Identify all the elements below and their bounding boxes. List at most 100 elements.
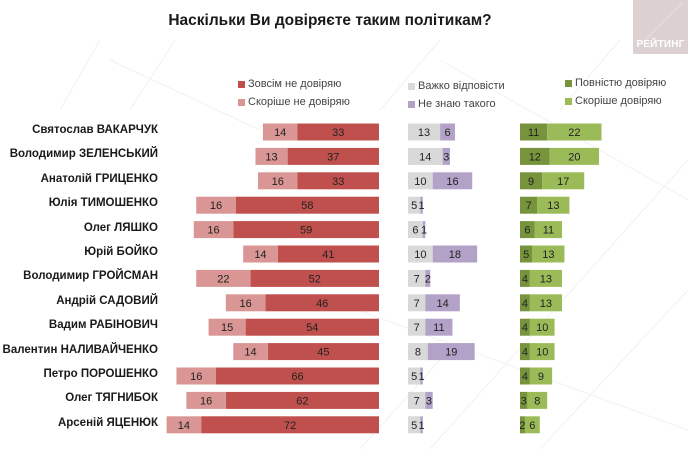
legend-swatch [408,82,415,90]
bar-unsure-0 [408,343,428,361]
bar-distrust-1 [186,391,226,409]
data-label: 66 [291,371,303,383]
legend-item-hard-to-say: Важко відповісти [408,80,505,92]
bar-trust-0 [520,196,538,214]
data-label: 11 [543,225,554,237]
bar-distrust-0 [265,294,379,312]
data-label: 10 [536,347,548,359]
data-label: 5 [411,420,417,432]
legend-label: Повністю довіряю [575,77,667,89]
bar-unsure-0 [408,269,426,287]
bar-unsure-0 [408,416,421,434]
bar-trust-1 [532,245,565,263]
legend-swatch [408,100,415,108]
bar-trust-1 [529,343,555,361]
bar-distrust-1 [166,416,202,434]
bar-distrust-0 [201,416,379,434]
data-label: 10 [414,249,426,261]
bar-unsure-1 [425,294,460,312]
bar-unsure-0 [408,123,441,141]
bar-trust-0 [520,416,525,434]
data-label: 16 [200,395,212,407]
bar-unsure-0 [408,391,426,409]
bar-distrust-1 [255,147,288,165]
data-label: 13 [418,127,430,139]
bar-unsure-0 [408,221,423,239]
data-label: 7 [414,298,420,310]
bar-distrust-0 [277,245,379,263]
data-label: 20 [568,151,580,163]
bar-distrust-1 [243,245,278,263]
data-label: 12 [529,151,541,163]
data-label: 6 [529,420,535,432]
data-label: 59 [300,225,312,237]
data-label: 5 [411,200,417,212]
bar-distrust-0 [297,123,379,141]
politician-name: Володимир ЗЕЛЕНСЬКИЙ [9,148,158,161]
politician-name: Юлія ТИМОШЕНКО [48,197,158,210]
bar-trust-0 [520,343,530,361]
data-label: 9 [538,371,544,383]
bar-unsure-0 [408,147,443,165]
data-label: 13 [540,298,552,310]
bar-trust-1 [529,269,562,287]
legend-label: Зовсім не довіряю [248,78,342,90]
legend-item-strongly-distrust: Зовсім не довіряю [238,78,341,90]
data-label: 3 [521,395,527,407]
data-label: 14 [274,127,286,139]
data-label: 62 [296,395,308,407]
data-label: 46 [316,298,328,310]
data-label: 7 [526,200,532,212]
bar-trust-1 [547,123,602,141]
legend-item-dont-know: Не знаю такого [408,98,496,110]
data-label: 18 [449,249,461,261]
bar-trust-1 [537,196,570,214]
data-label: 16 [207,225,219,237]
politician-name: Валентин НАЛИВАЙЧЕНКО [2,343,158,356]
data-label: 4 [522,322,528,334]
data-label: 11 [528,127,539,139]
bar-distrust-1 [262,123,298,141]
data-label: 6 [412,225,418,237]
bar-trust-0 [520,147,550,165]
politician-name: Вадим РАБІНОВИЧ [48,319,158,332]
bar-unsure-1 [432,245,478,263]
bar-distrust-0 [250,269,379,287]
bar-unsure-0 [408,196,421,214]
bar-trust-1 [527,391,548,409]
data-label: 6 [444,127,450,139]
data-label: 19 [445,347,457,359]
bar-unsure-1 [422,221,426,239]
bar-distrust-1 [225,294,266,312]
data-label: 16 [272,176,284,188]
data-label: 10 [536,322,548,334]
legend-swatch [565,97,572,105]
data-label: 13 [265,151,277,163]
bar-unsure-1 [425,269,431,287]
logo-text: РЕЙТИНГ [636,39,685,50]
data-label: 4 [522,273,528,285]
bar-distrust-1 [208,318,246,336]
data-label: 14 [178,420,190,432]
politician-name: Петро ПОРОШЕНКО [43,368,158,380]
bar-unsure-0 [408,294,426,312]
bar-unsure-1 [442,147,450,165]
data-label: 10 [414,176,426,188]
data-label: 1 [419,200,425,212]
data-label: 7 [414,322,420,334]
data-label: 72 [284,420,296,432]
data-label: 41 [322,249,334,261]
legend-item-rather-distrust: Скоріше не довіряю [238,96,350,108]
legend-swatch [238,98,245,106]
data-label: 52 [309,273,321,285]
data-label: 58 [301,200,313,212]
politician-name: Святослав ВАКАРЧУК [32,124,158,136]
politician-name: Андрій САДОВИЙ [56,294,158,307]
data-label: 13 [540,273,552,285]
legend-item-fully-trust: Повністю довіряю [565,77,666,89]
legend-item-rather-trust: Скоріше довіряю [565,95,662,107]
data-label: 13 [542,249,554,261]
bar-trust-1 [534,221,562,239]
legend-label: Скоріше не довіряю [248,96,350,108]
